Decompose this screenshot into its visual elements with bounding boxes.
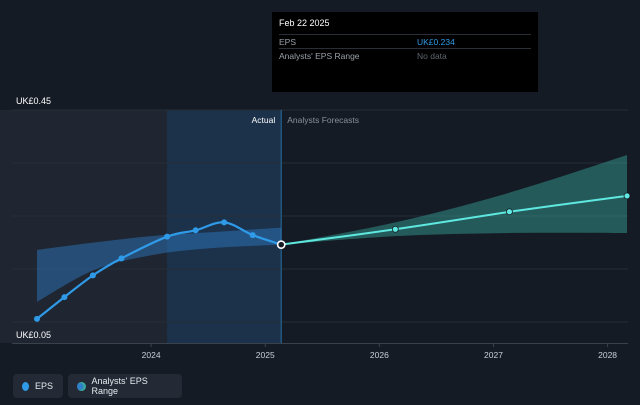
x-tick-label-2: 2026 [370, 350, 389, 360]
tooltip-date: Feb 22 2025 [279, 18, 330, 28]
legend-eps-range[interactable]: Analysts' EPS Range [68, 374, 182, 398]
tooltip: Feb 22 2025 EPS UK£0.234 Analysts' EPS R… [272, 12, 538, 92]
legend-eps-range-label: Analysts' EPS Range [91, 376, 148, 396]
y-axis-min-label: UK£0.05 [16, 330, 51, 340]
eps-range-actual-band [37, 227, 282, 302]
tooltip-eps-label: EPS [279, 36, 297, 47]
forecast-point [623, 192, 631, 200]
legend-eps-range-swatch [77, 381, 86, 391]
eps-point [221, 219, 228, 226]
tooltip-row-range: Analysts' EPS Range No data [279, 48, 531, 62]
data-points [34, 192, 631, 322]
tooltip-range-value: No data [417, 50, 447, 61]
tooltip-eps-value: UK£0.234 [417, 36, 455, 47]
forecast-point [506, 208, 513, 216]
eps-point [34, 315, 40, 322]
eps-point [249, 232, 256, 239]
actual-region-label: Actual [252, 115, 276, 125]
eps-range-forecast-band [281, 155, 627, 245]
legend-eps-swatch [22, 381, 29, 391]
x-tick-label-0: 2024 [142, 350, 161, 360]
forecast-region-label: Analysts Forecasts [287, 115, 359, 125]
eps-point [192, 227, 199, 234]
x-tick-label-4: 2028 [598, 350, 617, 360]
gridlines [12, 109, 628, 323]
eps-point [61, 294, 68, 301]
eps-point [118, 255, 125, 262]
eps-point [89, 272, 96, 279]
x-axis: 2024 2025 2026 2027 2028 [142, 343, 617, 360]
x-tick-label-3: 2027 [484, 350, 503, 360]
forecast-point [391, 225, 399, 233]
legend-eps-label: EPS [34, 381, 53, 391]
highlighted-point[interactable] [276, 240, 286, 250]
eps-point [164, 233, 171, 240]
y-axis-max-label: UK£0.45 [16, 96, 51, 106]
tooltip-row-eps: EPS UK£0.234 [279, 34, 531, 48]
forecast-line [281, 194, 628, 246]
x-tick-label-1: 2025 [256, 350, 275, 360]
tooltip-range-label: Analysts' EPS Range [279, 50, 360, 61]
selected-year-highlight [167, 110, 282, 343]
legend-eps[interactable]: EPS [13, 374, 63, 398]
